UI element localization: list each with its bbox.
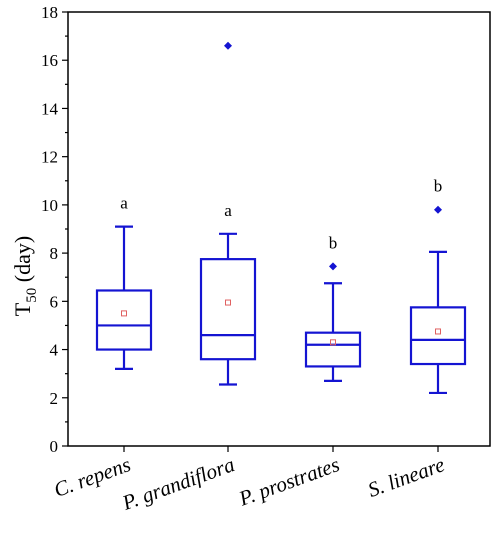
y-tick-label: 6 <box>50 292 59 311</box>
box-series: a a b b <box>95 41 467 452</box>
box-group: b <box>304 233 362 452</box>
plot-frame <box>67 11 491 447</box>
y-tick-label: 8 <box>50 244 59 263</box>
box-group: a <box>199 41 257 452</box>
outlier-point <box>434 205 442 214</box>
y-axis-label-subscript: 50 <box>24 288 40 303</box>
mean-marker <box>225 299 231 306</box>
y-axis-label-unit: (day) <box>10 236 35 288</box>
x-category-label: S. lineare <box>365 452 448 502</box>
y-axis-label: T50 (day) <box>10 236 40 316</box>
y-tick-label: 16 <box>41 51 58 70</box>
group-letter: b <box>434 177 443 196</box>
y-axis-ticks: 0 2 4 6 8 10 12 14 16 18 <box>41 3 68 456</box>
iqr-box <box>95 289 153 351</box>
y-tick-label: 12 <box>41 148 58 167</box>
group-letter: b <box>329 233 338 252</box>
group-letter: a <box>120 194 128 213</box>
box-group: b <box>409 177 467 452</box>
iqr-box <box>199 258 257 361</box>
y-tick-label: 4 <box>50 341 59 360</box>
y-tick-label: 10 <box>41 196 58 215</box>
y-tick-label: 0 <box>50 437 59 456</box>
x-category-label: P. prostrates <box>235 452 343 511</box>
x-category-label: P. grandiflora <box>118 452 238 515</box>
y-tick-label: 2 <box>50 389 59 408</box>
mean-marker <box>330 339 336 346</box>
iqr-box <box>409 306 467 366</box>
y-axis-label-main: T <box>10 302 35 316</box>
box-group: a <box>95 194 153 452</box>
outlier-point <box>224 41 232 50</box>
mean-marker <box>121 310 127 317</box>
mean-marker <box>435 328 441 335</box>
y-tick-label: 18 <box>41 3 58 22</box>
outlier-point <box>329 262 337 271</box>
group-letter: a <box>224 201 232 220</box>
iqr-box <box>304 331 362 368</box>
y-tick-label: 14 <box>41 99 59 118</box>
